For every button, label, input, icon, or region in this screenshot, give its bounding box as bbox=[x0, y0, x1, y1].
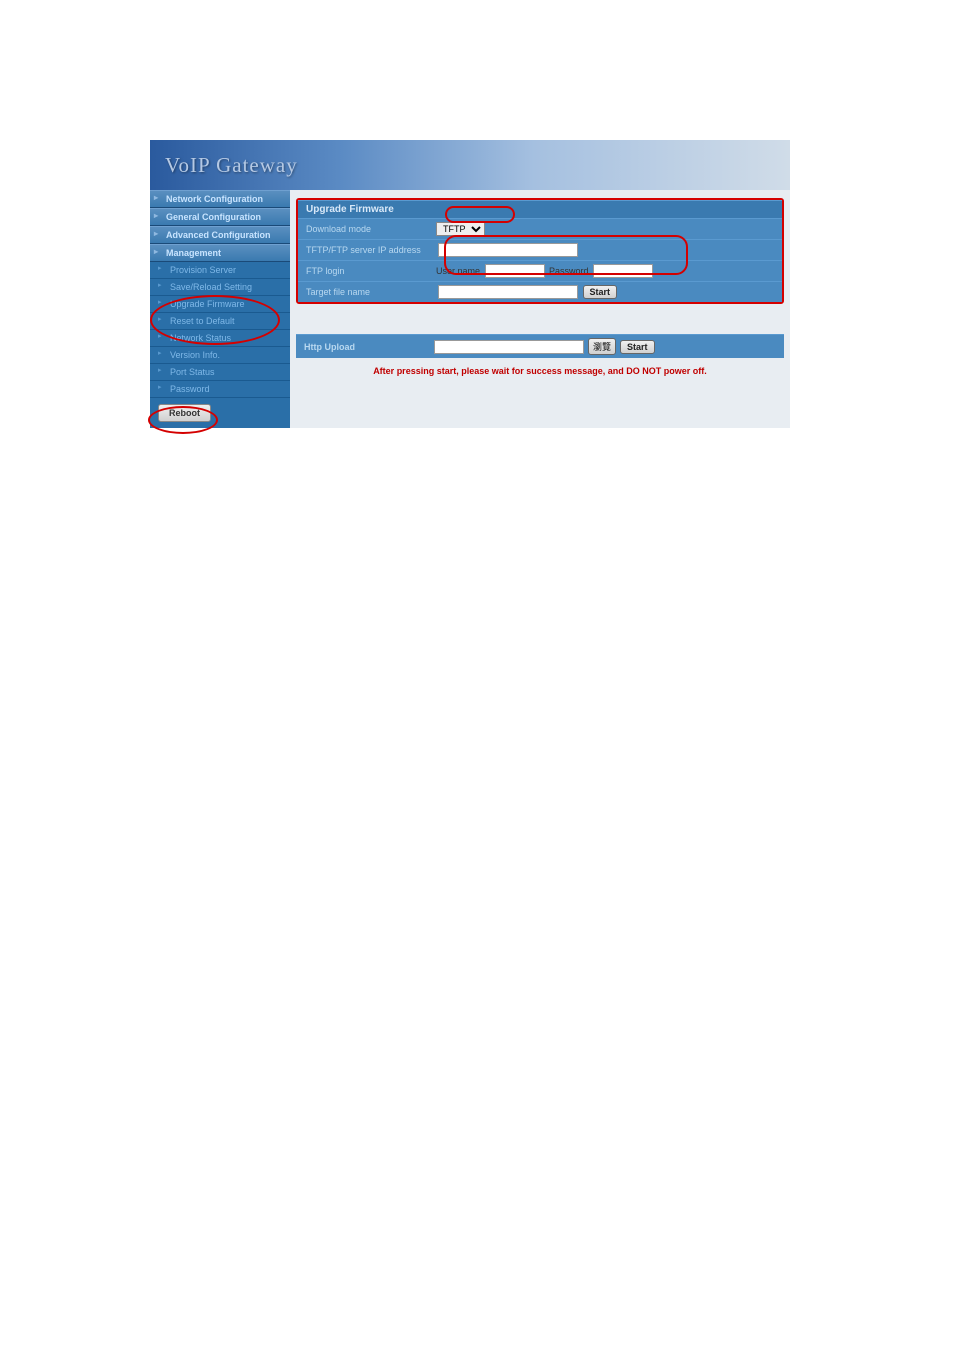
http-upload-row: Http Upload 瀏覽 Start bbox=[296, 334, 784, 358]
browse-button[interactable]: 瀏覽 bbox=[588, 338, 616, 355]
server-ip-input[interactable] bbox=[438, 243, 578, 257]
http-file-input[interactable] bbox=[434, 340, 584, 354]
app-title: VoIP Gateway bbox=[165, 153, 298, 178]
sidebar-item-management[interactable]: Management bbox=[150, 244, 290, 262]
server-ip-label: TFTP/FTP server IP address bbox=[306, 245, 436, 255]
reboot-button[interactable]: Reboot bbox=[158, 404, 211, 422]
sidebar-item-upgrade-firmware[interactable]: Upgrade Firmware bbox=[150, 296, 290, 313]
sidebar-item-advanced-config[interactable]: Advanced Configuration bbox=[150, 226, 290, 244]
ftp-login-label: FTP login bbox=[306, 266, 436, 276]
sidebar-item-password[interactable]: Password bbox=[150, 381, 290, 398]
sidebar-item-network-config[interactable]: Network Configuration bbox=[150, 190, 290, 208]
sidebar-item-version-info[interactable]: Version Info. bbox=[150, 347, 290, 364]
header-banner: VoIP Gateway bbox=[150, 140, 790, 190]
http-upload-section: Http Upload 瀏覽 Start bbox=[296, 334, 784, 358]
sidebar: Network Configuration General Configurat… bbox=[150, 190, 290, 428]
upgrade-firmware-section: Upgrade Firmware Download mode TFTP TFTP… bbox=[296, 198, 784, 304]
upgrade-start-button[interactable]: Start bbox=[583, 285, 618, 299]
sidebar-item-save-reload[interactable]: Save/Reload Setting bbox=[150, 279, 290, 296]
ftp-login-row: FTP login User name Password bbox=[298, 260, 782, 281]
target-file-input[interactable] bbox=[438, 285, 578, 299]
main-panel: Upgrade Firmware Download mode TFTP TFTP… bbox=[290, 190, 790, 428]
download-mode-row: Download mode TFTP bbox=[298, 218, 782, 239]
password-input[interactable] bbox=[593, 264, 653, 278]
download-mode-label: Download mode bbox=[306, 224, 436, 234]
username-input[interactable] bbox=[485, 264, 545, 278]
target-file-row: Target file name Start bbox=[298, 281, 782, 302]
sidebar-item-network-status[interactable]: Network Status bbox=[150, 330, 290, 347]
upgrade-section-title: Upgrade Firmware bbox=[298, 200, 782, 218]
http-start-button[interactable]: Start bbox=[620, 340, 655, 354]
target-file-label: Target file name bbox=[306, 287, 436, 297]
sidebar-item-provision-server[interactable]: Provision Server bbox=[150, 262, 290, 279]
sidebar-item-port-status[interactable]: Port Status bbox=[150, 364, 290, 381]
download-mode-select[interactable]: TFTP bbox=[436, 222, 485, 236]
warning-message: After pressing start, please wait for su… bbox=[296, 358, 784, 384]
spacer bbox=[296, 310, 784, 328]
sidebar-item-general-config[interactable]: General Configuration bbox=[150, 208, 290, 226]
server-ip-row: TFTP/FTP server IP address bbox=[298, 239, 782, 260]
username-label: User name bbox=[436, 266, 480, 276]
password-label: Password bbox=[549, 266, 589, 276]
sidebar-item-reset-default[interactable]: Reset to Default bbox=[150, 313, 290, 330]
gateway-container: VoIP Gateway Network Configuration Gener… bbox=[150, 140, 790, 428]
http-upload-label: Http Upload bbox=[304, 342, 434, 352]
